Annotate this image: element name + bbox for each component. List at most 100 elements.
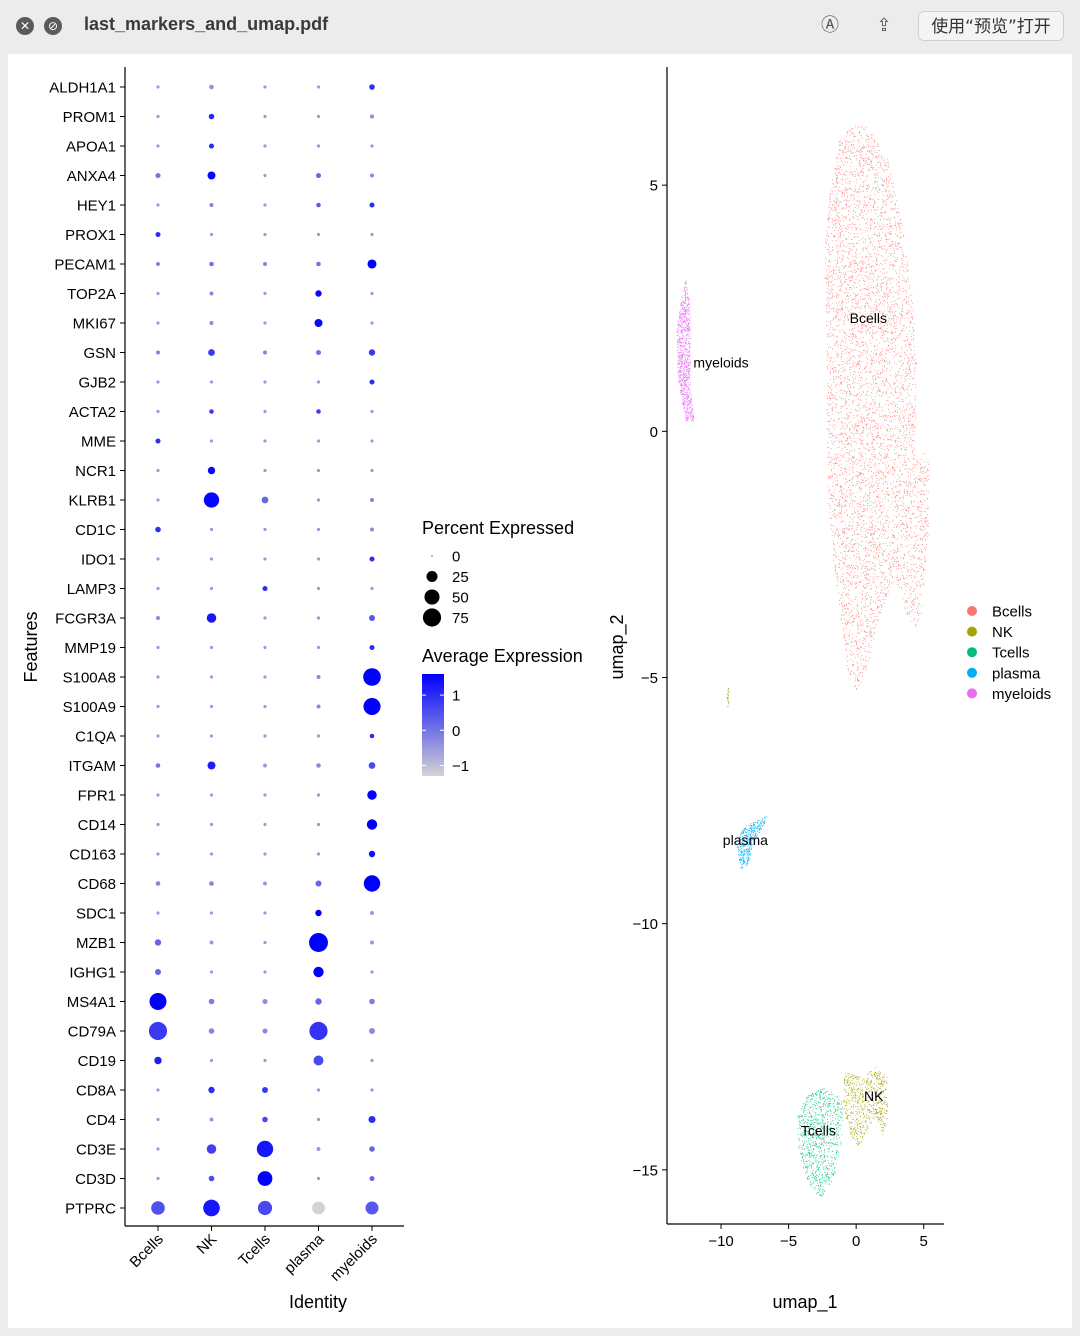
feature-label: CD14: [78, 817, 116, 834]
dot-mmp19-plasma: [316, 645, 321, 650]
dot-top2a-bcells: [156, 291, 160, 296]
dot-acta2-bcells: [156, 409, 160, 414]
dot-fpr1-nk: [209, 793, 214, 797]
feature-label: S100A9: [63, 699, 116, 716]
dot-s100a9-nk: [209, 704, 214, 709]
dot-top2a-nk: [209, 291, 214, 296]
title-bar: ✕ ⊘ last_markers_and_umap.pdf Ⓐ ⇪ 使用“预览”…: [0, 0, 1080, 54]
dot-ptprc-tcells: [257, 1200, 273, 1216]
umap-legend: Bcells NK Tcells plasma myeloids: [967, 604, 1051, 703]
dot-ncr1-nk: [207, 466, 216, 475]
dot-gsn-tcells: [263, 350, 267, 355]
dot-ptprc-myeloids: [365, 1201, 379, 1215]
dot-cd4-nk: [209, 1117, 214, 1122]
dot-cd4-tcells: [262, 1116, 268, 1123]
dot-pecam1-myeloids: [367, 259, 377, 269]
dot-mki67-bcells: [156, 321, 160, 325]
dot-cd79a-plasma: [309, 1021, 328, 1041]
dot-cd19-myeloids: [370, 1058, 374, 1063]
dot-anxa4-bcells: [155, 172, 161, 179]
dot-mmp19-myeloids: [369, 644, 375, 651]
dot-gjb2-myeloids: [369, 379, 375, 385]
open-with-preview-button[interactable]: 使用“预览”打开: [918, 11, 1064, 41]
feature-label: S100A8: [63, 670, 116, 687]
dot-s100a9-tcells: [263, 704, 267, 709]
dot-klrb1-tcells: [261, 496, 269, 504]
dot-klrb1-bcells: [156, 498, 160, 502]
dot-sdc1-nk: [209, 911, 214, 915]
umap-cluster-label: plasma: [723, 832, 768, 848]
dot-mme-plasma: [316, 439, 321, 443]
dot-mzb1-tcells: [263, 940, 267, 945]
dot-c1qa-plasma: [316, 734, 321, 738]
dot-prox1-nk: [209, 232, 214, 237]
dot-cd79a-myeloids: [369, 1028, 375, 1034]
dot-mzb1-myeloids: [370, 940, 374, 945]
feature-label: NCR1: [75, 463, 116, 480]
dot-itgam-plasma: [316, 763, 321, 768]
dot-cd8a-plasma: [316, 1088, 321, 1092]
size-legend-dot: [431, 555, 433, 557]
dot-hey1-nk: [209, 203, 214, 207]
dot-aldh1a1-plasma: [316, 85, 321, 89]
dot-lamp3-bcells: [156, 586, 160, 591]
size-legend-label: 50: [452, 590, 469, 607]
umap-legend-label: Tcells: [992, 645, 1030, 662]
markup-icon[interactable]: Ⓐ: [821, 15, 839, 36]
dot-ido1-nk: [209, 557, 214, 561]
dot-prom1-tcells: [263, 114, 267, 119]
umap-legend-label: plasma: [992, 665, 1041, 682]
dot-klrb1-nk: [203, 492, 220, 508]
dot-sdc1-plasma: [315, 909, 322, 917]
dot-cd1c-bcells: [155, 526, 161, 533]
identity-label: NK: [194, 1231, 221, 1258]
feature-label: ALDH1A1: [49, 80, 116, 97]
dot-ighg1-bcells: [155, 969, 161, 975]
dot-cd19-plasma: [313, 1055, 324, 1066]
dot-acta2-plasma: [316, 409, 321, 414]
hide-icon[interactable]: ⊘: [44, 17, 62, 35]
dot-cd163-plasma: [316, 852, 321, 856]
dot-lamp3-nk: [209, 586, 214, 591]
dot-cd68-bcells: [155, 881, 161, 886]
dot-anxa4-myeloids: [370, 173, 374, 178]
dot-s100a8-plasma: [316, 675, 321, 679]
share-icon[interactable]: ⇪: [876, 15, 892, 36]
dot-prox1-myeloids: [370, 232, 374, 237]
dot-mmp19-nk: [209, 645, 214, 650]
dot-s100a8-tcells: [263, 675, 267, 679]
dot-ptprc-plasma: [312, 1201, 325, 1215]
dot-c1qa-nk: [209, 734, 214, 738]
dot-cd79a-nk: [208, 1028, 215, 1034]
dot-mki67-tcells: [263, 321, 267, 325]
dot-fpr1-bcells: [156, 793, 160, 797]
dot-mzb1-plasma: [309, 933, 328, 952]
dot-fcgr3a-plasma: [316, 616, 321, 620]
umap-cluster-label: Bcells: [850, 310, 887, 326]
dot-ms4a1-bcells: [149, 993, 167, 1010]
size-legend-title: Percent Expressed: [422, 518, 574, 538]
dot-cd3e-tcells: [256, 1140, 274, 1158]
dot-cd79a-tcells: [262, 1028, 268, 1034]
size-legend-dot: [424, 589, 440, 605]
dot-ms4a1-nk: [208, 998, 215, 1005]
dot-plot: ALDH1A1 PROM1 APOA1 ANXA4 HEY1 PROX1 PECAM1 TOP…: [21, 67, 404, 1312]
umap-y-tick-label: −5: [641, 670, 658, 687]
dot-plot-legend: Percent Expressed 0 25 50 75 Average Expres…: [422, 518, 583, 776]
close-icon[interactable]: ✕: [16, 17, 34, 35]
color-legend-label: −1: [452, 758, 469, 775]
feature-label: IDO1: [81, 552, 116, 569]
dot-plot-x-label: Identity: [289, 1292, 347, 1312]
umap-y-tick-label: −15: [633, 1162, 658, 1179]
dot-aldh1a1-nk: [209, 84, 214, 90]
dot-pecam1-plasma: [316, 261, 321, 267]
umap-cluster-nk: [726, 687, 730, 708]
color-legend-title: Average Expression: [422, 646, 583, 666]
dot-cd68-nk: [209, 881, 214, 886]
dot-cd14-myeloids: [366, 819, 378, 830]
dot-apoa1-bcells: [156, 144, 160, 148]
dot-cd3d-myeloids: [369, 1175, 375, 1182]
dot-pecam1-nk: [209, 261, 214, 267]
dot-ncr1-bcells: [156, 468, 160, 473]
feature-label: KLRB1: [68, 493, 116, 510]
